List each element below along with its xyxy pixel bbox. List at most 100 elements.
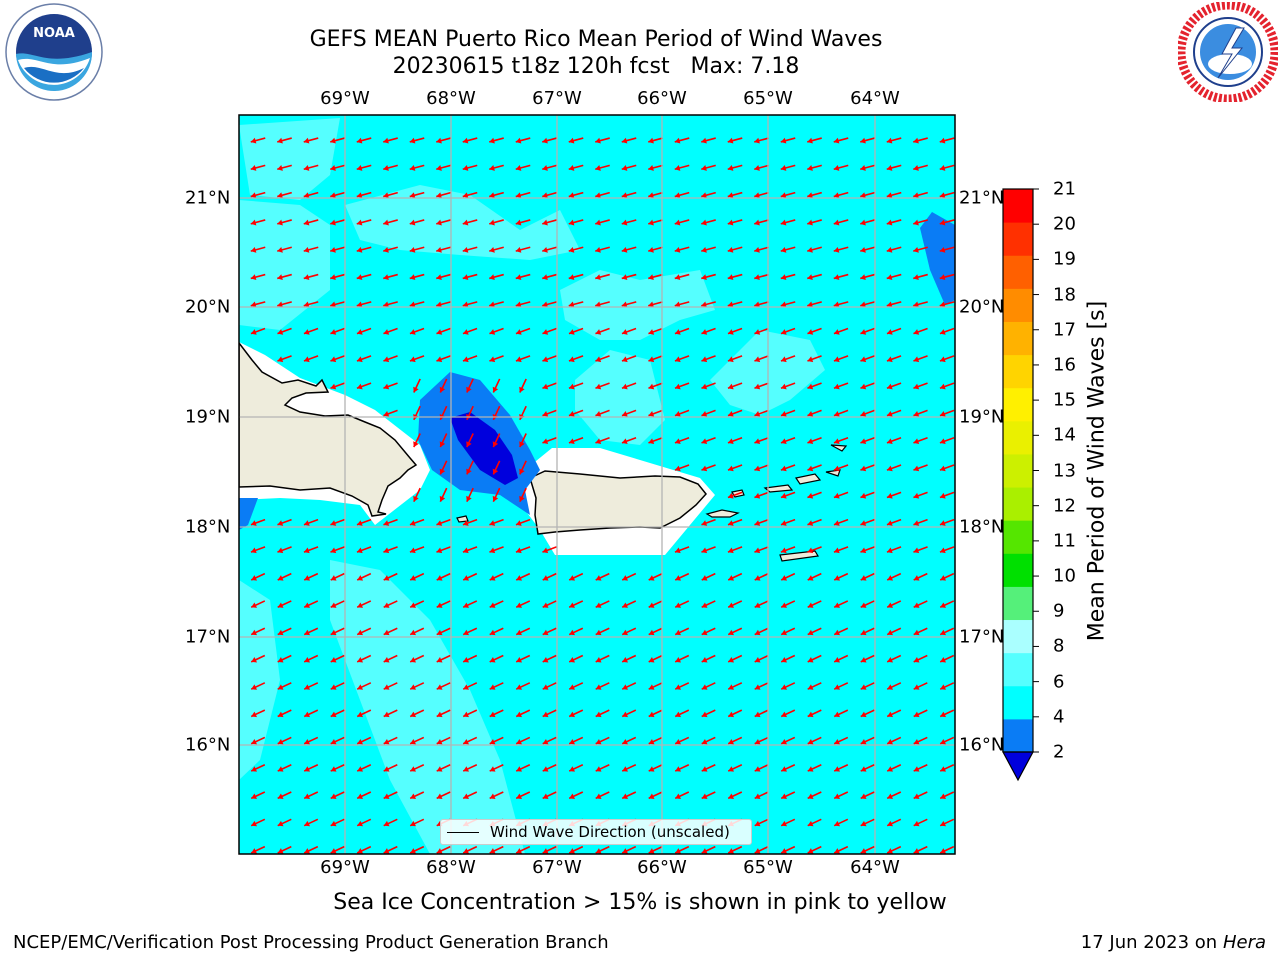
wind-wave-arrowhead bbox=[886, 356, 893, 363]
wind-wave-arrowhead bbox=[834, 793, 841, 799]
wind-wave-arrowhead bbox=[542, 575, 549, 581]
wind-wave-arrowhead bbox=[462, 137, 469, 144]
wind-wave-arrowhead bbox=[383, 411, 390, 417]
wind-wave-arrowhead bbox=[330, 766, 337, 772]
wind-wave-arrowhead bbox=[701, 356, 708, 363]
colorbar-tick-label: 12 bbox=[1053, 495, 1076, 517]
wind-wave-arrowhead bbox=[940, 738, 947, 745]
wind-wave-arrowhead bbox=[939, 438, 946, 444]
wind-wave-arrowhead bbox=[754, 411, 761, 417]
wind-wave-arrowhead bbox=[356, 356, 363, 363]
wind-wave-arrowhead bbox=[595, 274, 601, 281]
wind-wave-arrowhead bbox=[439, 386, 446, 393]
wind-wave-arrowhead bbox=[728, 657, 735, 663]
wind-wave-arrowhead bbox=[462, 356, 469, 363]
colorbar-tick-label: 21 bbox=[1053, 178, 1076, 200]
wind-wave-arrowhead bbox=[940, 820, 947, 827]
wind-wave-arrowhead bbox=[701, 602, 708, 608]
wind-wave-arrowhead bbox=[727, 137, 734, 144]
wind-wave-arrowhead bbox=[886, 520, 893, 526]
wind-wave-arrowhead bbox=[303, 219, 310, 226]
wind-wave-arrowhead bbox=[780, 165, 787, 171]
colorbar-extend-triangle bbox=[1001, 751, 1035, 782]
wind-wave-arrowhead bbox=[860, 684, 867, 690]
wind-wave-arrowhead bbox=[834, 738, 841, 745]
wind-wave-arrowhead bbox=[780, 465, 787, 472]
wind-wave-arrowhead bbox=[568, 329, 575, 335]
colorbar-tick-label: 6 bbox=[1053, 671, 1065, 693]
colorbar-segment bbox=[1003, 255, 1033, 289]
wind-wave-arrowhead bbox=[648, 711, 655, 718]
wind-wave-arrowhead bbox=[675, 766, 682, 772]
wind-wave-arrowhead bbox=[357, 684, 364, 690]
wind-wave-arrowhead bbox=[277, 848, 284, 854]
wind-wave-arrowhead bbox=[251, 738, 258, 745]
wind-wave-arrowhead bbox=[807, 575, 814, 581]
noaa-logo-icon: NOAA bbox=[5, 3, 103, 101]
wind-wave-arrowhead bbox=[833, 246, 840, 253]
wind-wave-arrowhead bbox=[913, 848, 920, 854]
wind-wave-arrowhead bbox=[728, 711, 735, 718]
wind-wave-arrowhead bbox=[754, 848, 761, 854]
wind-wave-arrowhead bbox=[940, 711, 947, 718]
wind-wave-arrowhead bbox=[780, 383, 787, 390]
wind-wave-arrowhead bbox=[436, 793, 443, 799]
wind-wave-arrowhead bbox=[515, 219, 522, 226]
wind-wave-arrowhead bbox=[781, 657, 788, 663]
wind-wave-arrowhead bbox=[489, 301, 495, 308]
wind-wave-arrowhead bbox=[413, 386, 419, 393]
wind-wave-arrowhead bbox=[436, 329, 443, 335]
wind-wave-arrowhead bbox=[833, 411, 840, 417]
wind-wave-arrowhead bbox=[489, 711, 496, 718]
wind-wave-arrowhead bbox=[516, 766, 523, 772]
land-island bbox=[830, 444, 848, 452]
wind-wave-arrowhead bbox=[515, 520, 522, 526]
wind-wave-arrowhead bbox=[754, 438, 761, 444]
colorbar-segment bbox=[1003, 487, 1033, 521]
wind-wave-arrowhead bbox=[463, 629, 470, 636]
wind-wave-arrowhead bbox=[754, 356, 761, 363]
wind-wave-arrowhead bbox=[621, 301, 628, 308]
wind-wave-arrowhead bbox=[860, 165, 866, 171]
wind-wave-arrowhead bbox=[833, 165, 840, 171]
wind-wave-arrowhead bbox=[519, 441, 525, 448]
wind-wave-arrowhead bbox=[701, 219, 707, 226]
wind-wave-arrowhead bbox=[489, 575, 496, 581]
wind-wave-arrowhead bbox=[277, 793, 284, 799]
wind-wave-arrowhead bbox=[807, 246, 813, 253]
wind-wave-arrowhead bbox=[939, 356, 946, 363]
shortest-period-region bbox=[450, 412, 518, 485]
wind-wave-arrowhead bbox=[887, 684, 894, 690]
wind-wave-arrowhead bbox=[410, 738, 417, 745]
wind-wave-arrowhead bbox=[330, 274, 336, 281]
wind-wave-arrowhead bbox=[781, 766, 788, 772]
wind-wave-arrowhead bbox=[410, 766, 417, 772]
wind-wave-arrowhead bbox=[860, 492, 867, 499]
wind-wave-arrowhead bbox=[595, 192, 601, 199]
wind-wave-arrowhead bbox=[463, 848, 470, 854]
wind-wave-arrowhead bbox=[939, 383, 946, 390]
wind-wave-arrowhead bbox=[516, 629, 523, 636]
wind-wave-arrowhead bbox=[913, 465, 920, 472]
wind-wave-arrowhead bbox=[887, 793, 894, 799]
legend-label: Wind Wave Direction (unscaled) bbox=[490, 823, 730, 841]
wind-wave-arrowhead bbox=[834, 575, 841, 581]
wind-wave-arrowhead bbox=[595, 657, 602, 663]
wind-wave-arrowhead bbox=[303, 165, 310, 171]
wind-wave-arrowhead bbox=[727, 329, 734, 335]
wind-wave-arrowhead bbox=[728, 684, 735, 690]
wind-wave-arrowhead bbox=[489, 329, 496, 335]
wind-wave-arrowhead bbox=[356, 301, 363, 308]
colorbar-segment bbox=[1003, 586, 1033, 621]
wind-wave-arrowhead bbox=[356, 137, 363, 144]
wind-wave-arrowhead bbox=[622, 793, 629, 799]
wind-wave-arrowhead bbox=[913, 301, 919, 308]
title-line-2: 20230615 t18z 120h fcst Max: 7.18 bbox=[392, 54, 800, 79]
wind-wave-arrowhead bbox=[834, 766, 841, 772]
wind-wave-arrowhead bbox=[622, 629, 629, 636]
wind-wave-arrowhead bbox=[436, 684, 443, 690]
wind-wave-arrowhead bbox=[886, 465, 893, 472]
wind-wave-arrowhead bbox=[754, 738, 761, 745]
wind-wave-arrowhead bbox=[356, 274, 363, 281]
wind-wave-arrowhead bbox=[781, 629, 788, 636]
